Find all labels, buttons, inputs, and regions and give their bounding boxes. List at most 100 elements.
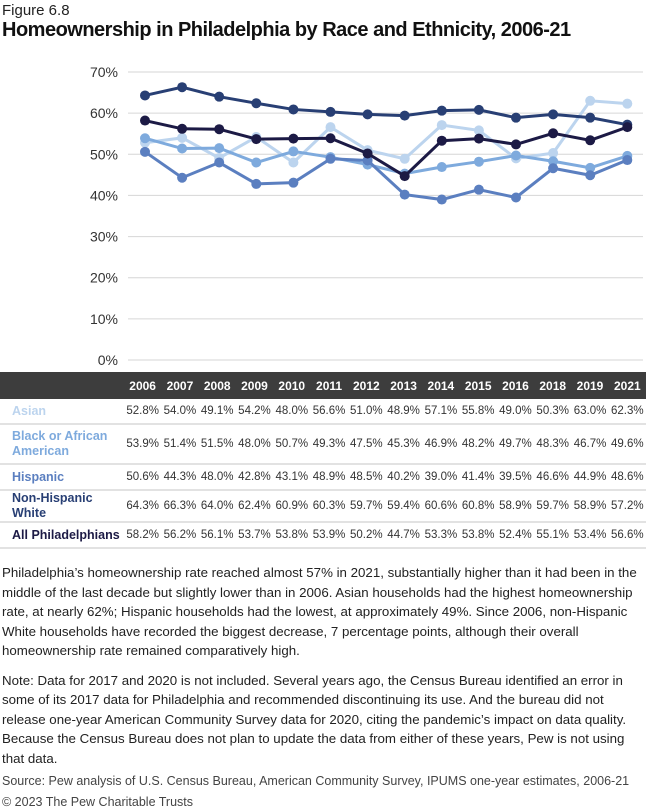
data-point (399, 171, 410, 182)
data-point (288, 157, 299, 168)
table-cell: 50.6% (124, 464, 162, 491)
data-point (473, 104, 484, 115)
data-point (140, 146, 150, 157)
series-line (144, 99, 628, 165)
data-point (399, 189, 410, 200)
data-point (214, 143, 225, 154)
data-point (325, 106, 336, 117)
data-point (473, 133, 484, 144)
table-cell: 54.0% (161, 399, 199, 425)
year-header: 2007 (161, 372, 199, 399)
series-line (144, 136, 628, 176)
table-cell: 62.4% (235, 490, 274, 523)
table-cell: 64.0% (198, 490, 236, 523)
data-point (177, 143, 188, 154)
table-cell: 60.6% (422, 490, 460, 523)
table-cell: 39.0% (422, 464, 460, 491)
year-header: 2009 (235, 372, 274, 399)
data-point (362, 109, 373, 120)
series-label: Hispanic (0, 464, 124, 491)
data-point (251, 134, 262, 145)
y-tick-label: 40% (90, 187, 118, 203)
data-point (548, 148, 559, 159)
table-cell: 49.0% (496, 399, 535, 425)
y-tick-label: 10% (90, 311, 118, 327)
data-point (214, 124, 225, 135)
data-point (473, 184, 484, 195)
year-header: 2014 (422, 372, 460, 399)
data-point (436, 135, 447, 146)
table-cell: 48.3% (534, 424, 572, 465)
note-text: Note: Data for 2017 and 2020 is not incl… (2, 672, 627, 766)
data-point (288, 177, 299, 188)
y-tick-label: 70% (90, 64, 118, 80)
data-point (473, 156, 484, 167)
data-point (511, 139, 521, 150)
source-text: Source: Pew analysis of U.S. Census Bure… (2, 774, 630, 788)
year-header: 2010 (273, 372, 311, 399)
table-cell: 53.8% (459, 522, 497, 549)
table-cell: 56.1% (198, 522, 236, 549)
year-header: 2018 (534, 372, 572, 399)
data-point (399, 110, 410, 121)
table-cell: 59.4% (384, 490, 423, 523)
table-cell: 53.3% (422, 522, 460, 549)
table-cell: 48.9% (384, 399, 423, 425)
data-point (251, 178, 262, 189)
data-point (177, 132, 188, 143)
data-point (325, 153, 336, 164)
year-header: 2011 (310, 372, 348, 399)
table-cell: 55.8% (459, 399, 497, 425)
chart-area: Figure 6.8 Homeownership in Philadelphia… (0, 0, 650, 372)
table-cell: 55.1% (534, 522, 572, 549)
table-cell: 48.0% (235, 424, 274, 465)
data-point (585, 112, 596, 123)
table-cell: 66.3% (161, 490, 199, 523)
table-cell: 52.4% (496, 522, 535, 549)
table-row: Non-Hispanic White 64.3% 66.3% 64.0% 62.4% 60… (0, 490, 646, 523)
table-cell: 56.2% (161, 522, 199, 549)
table-cell: 48.5% (347, 464, 385, 491)
table-cell: 49.3% (310, 424, 348, 465)
data-point (473, 125, 484, 136)
data-point (436, 105, 447, 116)
table-cell: 57.2% (608, 490, 646, 523)
table-cell: 56.6% (608, 522, 646, 549)
table-cell: 51.5% (198, 424, 236, 465)
table-cell: 48.0% (198, 464, 236, 491)
table-cell: 48.9% (310, 464, 348, 491)
table-cell: 53.8% (273, 522, 311, 549)
data-point (436, 120, 447, 131)
data-point (214, 157, 225, 168)
table-cell: 44.9% (571, 464, 609, 491)
data-point (436, 162, 447, 173)
year-header: 2012 (347, 372, 385, 399)
year-header: 2021 (608, 372, 646, 399)
table-cell: 48.0% (273, 399, 311, 425)
table-cell: 56.6% (310, 399, 348, 425)
table-cell: 48.6% (608, 464, 646, 491)
table-cell: 53.9% (310, 522, 348, 549)
table-cell: 49.7% (496, 424, 535, 465)
year-header: 2013 (384, 372, 423, 399)
series-label: All Philadelphians (0, 522, 124, 549)
table-cell: 59.7% (534, 490, 572, 523)
table-cell: 57.1% (422, 399, 460, 425)
table-cell: 49.6% (608, 424, 646, 465)
table-cell: 60.9% (273, 490, 311, 523)
table-cell: 47.5% (347, 424, 385, 465)
data-point (362, 148, 373, 159)
data-point (511, 112, 521, 123)
table-cell: 50.3% (534, 399, 572, 425)
table-cell: 45.3% (384, 424, 423, 465)
data-table: 2006 2007 2008 2009 2010 2011 2012 2013 2014 2015… (0, 372, 646, 549)
year-header: 2019 (571, 372, 609, 399)
table-cell: 50.7% (273, 424, 311, 465)
table-row: Asian 52.8% 54.0% 49.1% 54.2% 48.0% 56.6% 51.0%… (0, 399, 646, 425)
data-point (251, 157, 262, 168)
data-point (548, 156, 559, 167)
header-blank (0, 372, 124, 399)
data-point (548, 109, 559, 120)
data-point (436, 194, 447, 205)
table-cell: 44.7% (384, 522, 423, 549)
